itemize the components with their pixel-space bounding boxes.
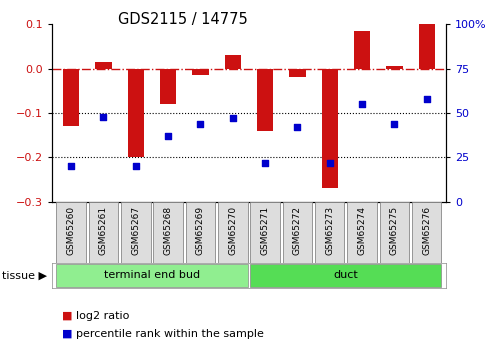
Point <box>390 121 398 126</box>
Text: GSM65272: GSM65272 <box>293 206 302 255</box>
Text: GSM65260: GSM65260 <box>67 206 75 255</box>
Point <box>67 164 75 169</box>
Text: duct: duct <box>334 270 358 280</box>
Text: GSM65268: GSM65268 <box>164 206 173 255</box>
Point <box>164 133 172 139</box>
FancyBboxPatch shape <box>283 203 312 263</box>
Text: GSM65270: GSM65270 <box>228 206 237 255</box>
FancyBboxPatch shape <box>315 203 345 263</box>
Point <box>423 96 431 101</box>
Bar <box>419 24 435 69</box>
Point <box>100 114 107 119</box>
FancyBboxPatch shape <box>89 203 118 263</box>
Text: tissue ▶: tissue ▶ <box>2 271 47 281</box>
Text: GSM65276: GSM65276 <box>423 206 431 255</box>
Bar <box>128 69 144 157</box>
Bar <box>289 69 306 78</box>
Text: ■: ■ <box>62 311 72 321</box>
FancyBboxPatch shape <box>153 203 183 263</box>
FancyBboxPatch shape <box>380 203 409 263</box>
Bar <box>160 69 176 104</box>
Bar <box>250 264 441 287</box>
Bar <box>354 31 370 69</box>
FancyBboxPatch shape <box>250 203 280 263</box>
Point <box>197 121 205 126</box>
Bar <box>322 69 338 188</box>
Text: GSM65275: GSM65275 <box>390 206 399 255</box>
Text: terminal end bud: terminal end bud <box>104 270 200 280</box>
Point <box>229 116 237 121</box>
Text: GSM65274: GSM65274 <box>357 206 367 255</box>
Bar <box>192 69 209 75</box>
Point <box>261 160 269 166</box>
Bar <box>257 69 273 131</box>
Text: GSM65273: GSM65273 <box>325 206 334 255</box>
Bar <box>387 66 402 69</box>
Text: GSM65267: GSM65267 <box>131 206 141 255</box>
Bar <box>63 69 79 126</box>
Text: GSM65271: GSM65271 <box>261 206 270 255</box>
Point <box>132 164 140 169</box>
Bar <box>96 62 111 69</box>
Text: ■: ■ <box>62 329 72 338</box>
FancyBboxPatch shape <box>348 203 377 263</box>
Text: log2 ratio: log2 ratio <box>76 311 130 321</box>
Bar <box>57 264 247 287</box>
Bar <box>225 55 241 69</box>
FancyBboxPatch shape <box>57 203 86 263</box>
FancyBboxPatch shape <box>412 203 441 263</box>
Point <box>326 160 334 166</box>
Text: GDS2115 / 14775: GDS2115 / 14775 <box>117 12 247 27</box>
Text: GSM65261: GSM65261 <box>99 206 108 255</box>
Point <box>358 101 366 107</box>
FancyBboxPatch shape <box>218 203 247 263</box>
FancyBboxPatch shape <box>186 203 215 263</box>
FancyBboxPatch shape <box>121 203 150 263</box>
Point <box>293 125 301 130</box>
Text: GSM65269: GSM65269 <box>196 206 205 255</box>
Text: percentile rank within the sample: percentile rank within the sample <box>76 329 264 338</box>
